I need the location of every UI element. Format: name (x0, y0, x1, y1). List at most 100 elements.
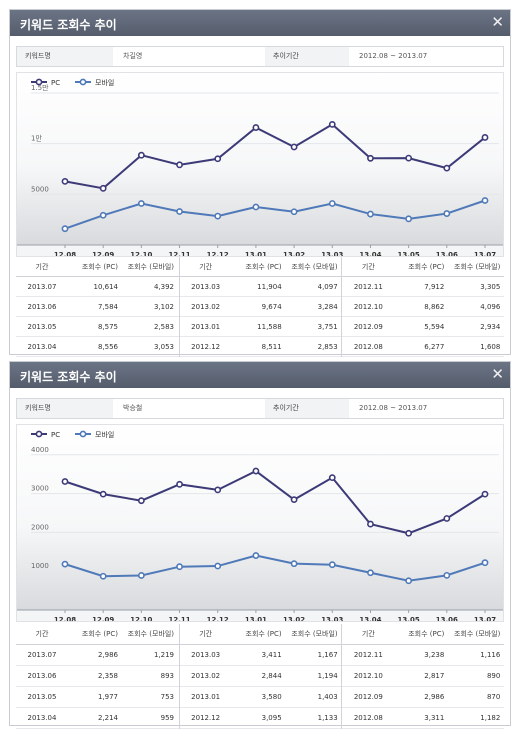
x-axis-band (17, 610, 503, 621)
data-point (252, 467, 260, 475)
table-header-cell: 조회수 (모바일) (127, 630, 174, 638)
close-icon[interactable]: ✕ (491, 365, 504, 383)
table-row: 2013.05 1,977 753 (16, 687, 179, 708)
data-point (481, 197, 489, 204)
data-point (176, 161, 183, 169)
data-point (443, 210, 451, 217)
data-point (405, 529, 413, 537)
pc-count-cell: 8,575 (97, 323, 118, 331)
pc-count-cell: 2,358 (97, 672, 118, 680)
period-cell: 2012.10 (353, 672, 383, 680)
table-row: 2012.11 7,912 3,305 (342, 277, 504, 297)
pc-count-cell: 2,986 (97, 651, 118, 659)
table-row: 2013.07 10,614 4,392 (16, 277, 179, 297)
data-point (405, 215, 413, 223)
data-point (328, 474, 336, 482)
pc-count-cell: 8,862 (424, 303, 445, 311)
pc-count-cell: 2,844 (261, 672, 282, 680)
period-cell: 2013.01 (191, 693, 221, 701)
keyword-info-row: 키워드명 박승철 추이기간 2012.08 ~ 2013.07 (16, 398, 504, 419)
table-row: 2013.07 2,986 1,219 (16, 645, 179, 666)
pc-count-cell: 7,584 (97, 303, 118, 311)
pc-count-cell: 9,674 (261, 303, 282, 311)
period-cell: 2013.07 (27, 651, 57, 659)
close-icon[interactable]: ✕ (491, 13, 504, 31)
data-point (99, 572, 107, 580)
period-label: 추이기간 (265, 399, 349, 418)
table-header-cell: 조회수 (PC) (245, 630, 282, 638)
data-point (290, 208, 298, 216)
data-point (443, 571, 451, 579)
period-cell: 2013.05 (27, 323, 57, 331)
x-tick-label: 12.08 (54, 616, 76, 621)
table-row: 2013.03 3,411 1,167 (179, 645, 342, 666)
mobile-count-cell: 1,116 (480, 651, 501, 659)
table-header-row: 기간 조회수 (PC) 조회수 (모바일) (342, 257, 504, 277)
x-tick-label: 12.10 (130, 251, 152, 256)
mobile-count-cell: 1,182 (480, 714, 501, 722)
pc-count-cell: 6,277 (424, 343, 445, 351)
period-cell: 2013.02 (191, 672, 221, 680)
table-header-row: 기간 조회수 (PC) 조회수 (모바일) (179, 257, 342, 277)
y-tick-label: 2000 (31, 523, 49, 531)
x-tick-label: 12.10 (130, 616, 152, 621)
data-point (176, 480, 183, 488)
keyword-value: 박승철 (123, 404, 143, 412)
data-point (176, 208, 183, 215)
pc-count-cell: 2,986 (424, 693, 445, 701)
table-column-group: 기간 조회수 (PC) 조회수 (모바일) 2013.03 11,904 4,097 201… (178, 257, 342, 357)
keyword-label: 키워드명 (17, 47, 113, 66)
x-tick-label: 13.04 (359, 251, 381, 256)
table-row: 2013.04 2,214 959 (16, 708, 179, 729)
table-column-group: 기간 조회수 (PC) 조회수 (모바일) 2013.07 2,986 1,219 2013… (16, 624, 179, 729)
pc-count-cell: 3,311 (424, 714, 445, 722)
x-tick-label: 12.12 (207, 616, 229, 621)
trend-chart: 1000 2000 3000 4000 12.08 12.09 12.10 12.11 12.1… (16, 424, 504, 622)
period-cell: 2012.08 (353, 714, 383, 722)
data-point (481, 134, 489, 141)
mobile-count-cell: 4,096 (480, 303, 501, 311)
data-point (214, 212, 222, 220)
mobile-count-cell: 1,403 (317, 693, 338, 701)
data-point (176, 563, 183, 571)
pc-count-cell: 10,614 (93, 283, 119, 291)
mobile-count-cell: 753 (160, 693, 174, 701)
table-row: 2012.12 8,511 2,853 (179, 337, 342, 357)
panel-titlebar: 키워드 조회수 추이 ✕ (10, 362, 510, 388)
period-cell: 2013.06 (27, 303, 57, 311)
data-point (137, 200, 145, 207)
data-point (99, 211, 107, 219)
table-row: 2012.08 3,311 1,182 (342, 708, 504, 729)
mobile-count-cell: 1,194 (317, 672, 338, 680)
pc-count-cell: 8,511 (261, 343, 282, 351)
table-header-cell: 조회수 (모바일) (454, 630, 501, 638)
table-row: 2013.06 2,358 893 (16, 666, 179, 687)
table-row: 2013.01 11,588 3,751 (179, 317, 342, 337)
series-line-pc (64, 469, 486, 535)
data-point (328, 561, 336, 569)
y-tick-label: 3000 (31, 485, 49, 493)
table-column-group: 기간 조회수 (PC) 조회수 (모바일) 2013.07 10,614 4,392 201… (16, 257, 179, 357)
x-tick-label: 13.06 (436, 616, 458, 621)
trend-chart-svg: 5000 1만 1.5만 12.08 12.09 12.10 12.11 12.12 13.01… (17, 73, 503, 256)
keyword-trend-panel: 키워드 조회수 추이 ✕ 키워드명 박승철 추이기간 2012.08 ~ 2013.07 1… (9, 361, 511, 729)
period-cell: 2012.09 (353, 323, 383, 331)
plot-area (17, 425, 503, 610)
table-header-cell: 기간 (361, 263, 375, 271)
period-cell: 2012.09 (353, 693, 383, 701)
table-column-group: 기간 조회수 (PC) 조회수 (모바일) 2012.11 3,238 1,116 2012… (341, 624, 504, 729)
period-cell: 2013.05 (27, 693, 57, 701)
x-tick-label: 13.03 (321, 616, 343, 621)
mobile-count-cell: 3,053 (153, 343, 174, 351)
x-tick-label: 13.01 (245, 616, 267, 621)
x-tick-label: 13.02 (283, 616, 305, 621)
data-point (252, 124, 260, 131)
y-tick-label: 1.5만 (31, 83, 49, 92)
mobile-count-cell: 3,102 (153, 303, 174, 311)
period-cell: 2012.11 (353, 651, 383, 659)
table-header-cell: 기간 (199, 263, 213, 271)
data-point (290, 560, 298, 568)
keyword-trend-panel: 키워드 조회수 추이 ✕ 키워드명 차길영 추이기간 2012.08 ~ 2013.07 5… (9, 9, 511, 357)
period-cell: 2013.02 (191, 303, 221, 311)
period-cell: 2013.01 (191, 323, 221, 331)
